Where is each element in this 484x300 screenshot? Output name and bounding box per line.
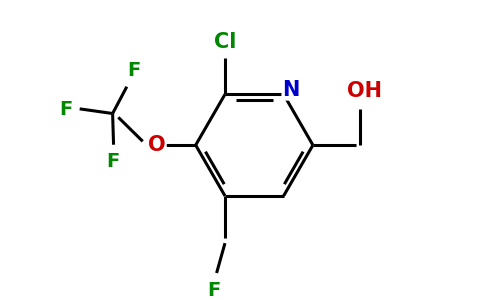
Text: Cl: Cl bbox=[214, 32, 236, 52]
Text: F: F bbox=[207, 280, 220, 299]
Text: O: O bbox=[148, 135, 166, 155]
Text: N: N bbox=[283, 80, 300, 100]
Text: F: F bbox=[128, 61, 141, 80]
Text: F: F bbox=[59, 100, 72, 119]
Text: F: F bbox=[106, 152, 119, 171]
Text: OH: OH bbox=[348, 81, 382, 101]
